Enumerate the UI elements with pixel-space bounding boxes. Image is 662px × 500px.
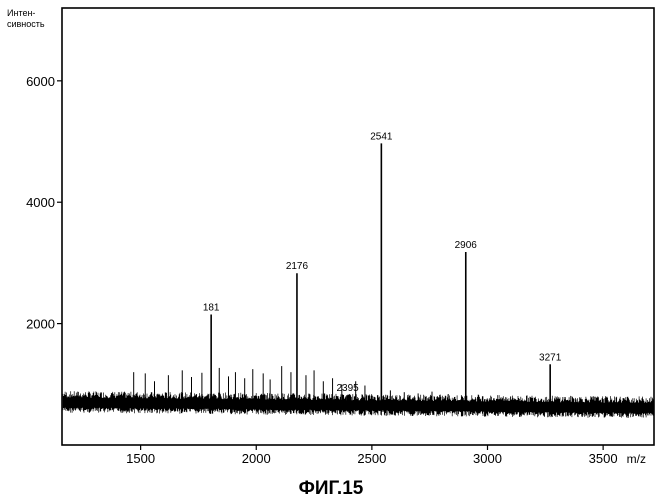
y-axis-ticks: 2000 4000 6000 — [26, 74, 62, 332]
peak-label: 2906 — [455, 240, 478, 251]
x-tick-label: 3500 — [589, 451, 618, 466]
x-axis-label: m/z — [627, 452, 646, 466]
x-tick-label: 1500 — [126, 451, 155, 466]
noise-trace — [63, 391, 654, 418]
x-tick-label: 2500 — [357, 451, 386, 466]
peak-label: 181 — [203, 303, 220, 314]
y-axis-label: Интен- сивность — [7, 8, 45, 29]
peak-label: 2395 — [336, 383, 359, 394]
peak-label: 3271 — [539, 352, 562, 363]
labeled-peaks: 181 2176 2395 2541 2906 3271 — [203, 131, 562, 410]
y-axis-label-line-2: сивность — [7, 19, 45, 29]
y-axis-label-line-1: Интен- — [7, 8, 35, 18]
y-tick-label: 2000 — [26, 317, 55, 332]
x-tick-label: 3000 — [473, 451, 502, 466]
plot-frame — [62, 8, 654, 445]
peak-label: 2176 — [286, 261, 309, 272]
y-tick-label: 6000 — [26, 74, 55, 89]
x-tick-label: 2000 — [242, 451, 271, 466]
y-tick-label: 4000 — [26, 195, 55, 210]
figure-caption: ФИГ.15 — [0, 478, 662, 500]
baseline-noise — [63, 391, 654, 418]
peak-label: 2541 — [370, 131, 393, 142]
x-axis-ticks: 1500 2000 2500 3000 3500 — [126, 445, 617, 466]
